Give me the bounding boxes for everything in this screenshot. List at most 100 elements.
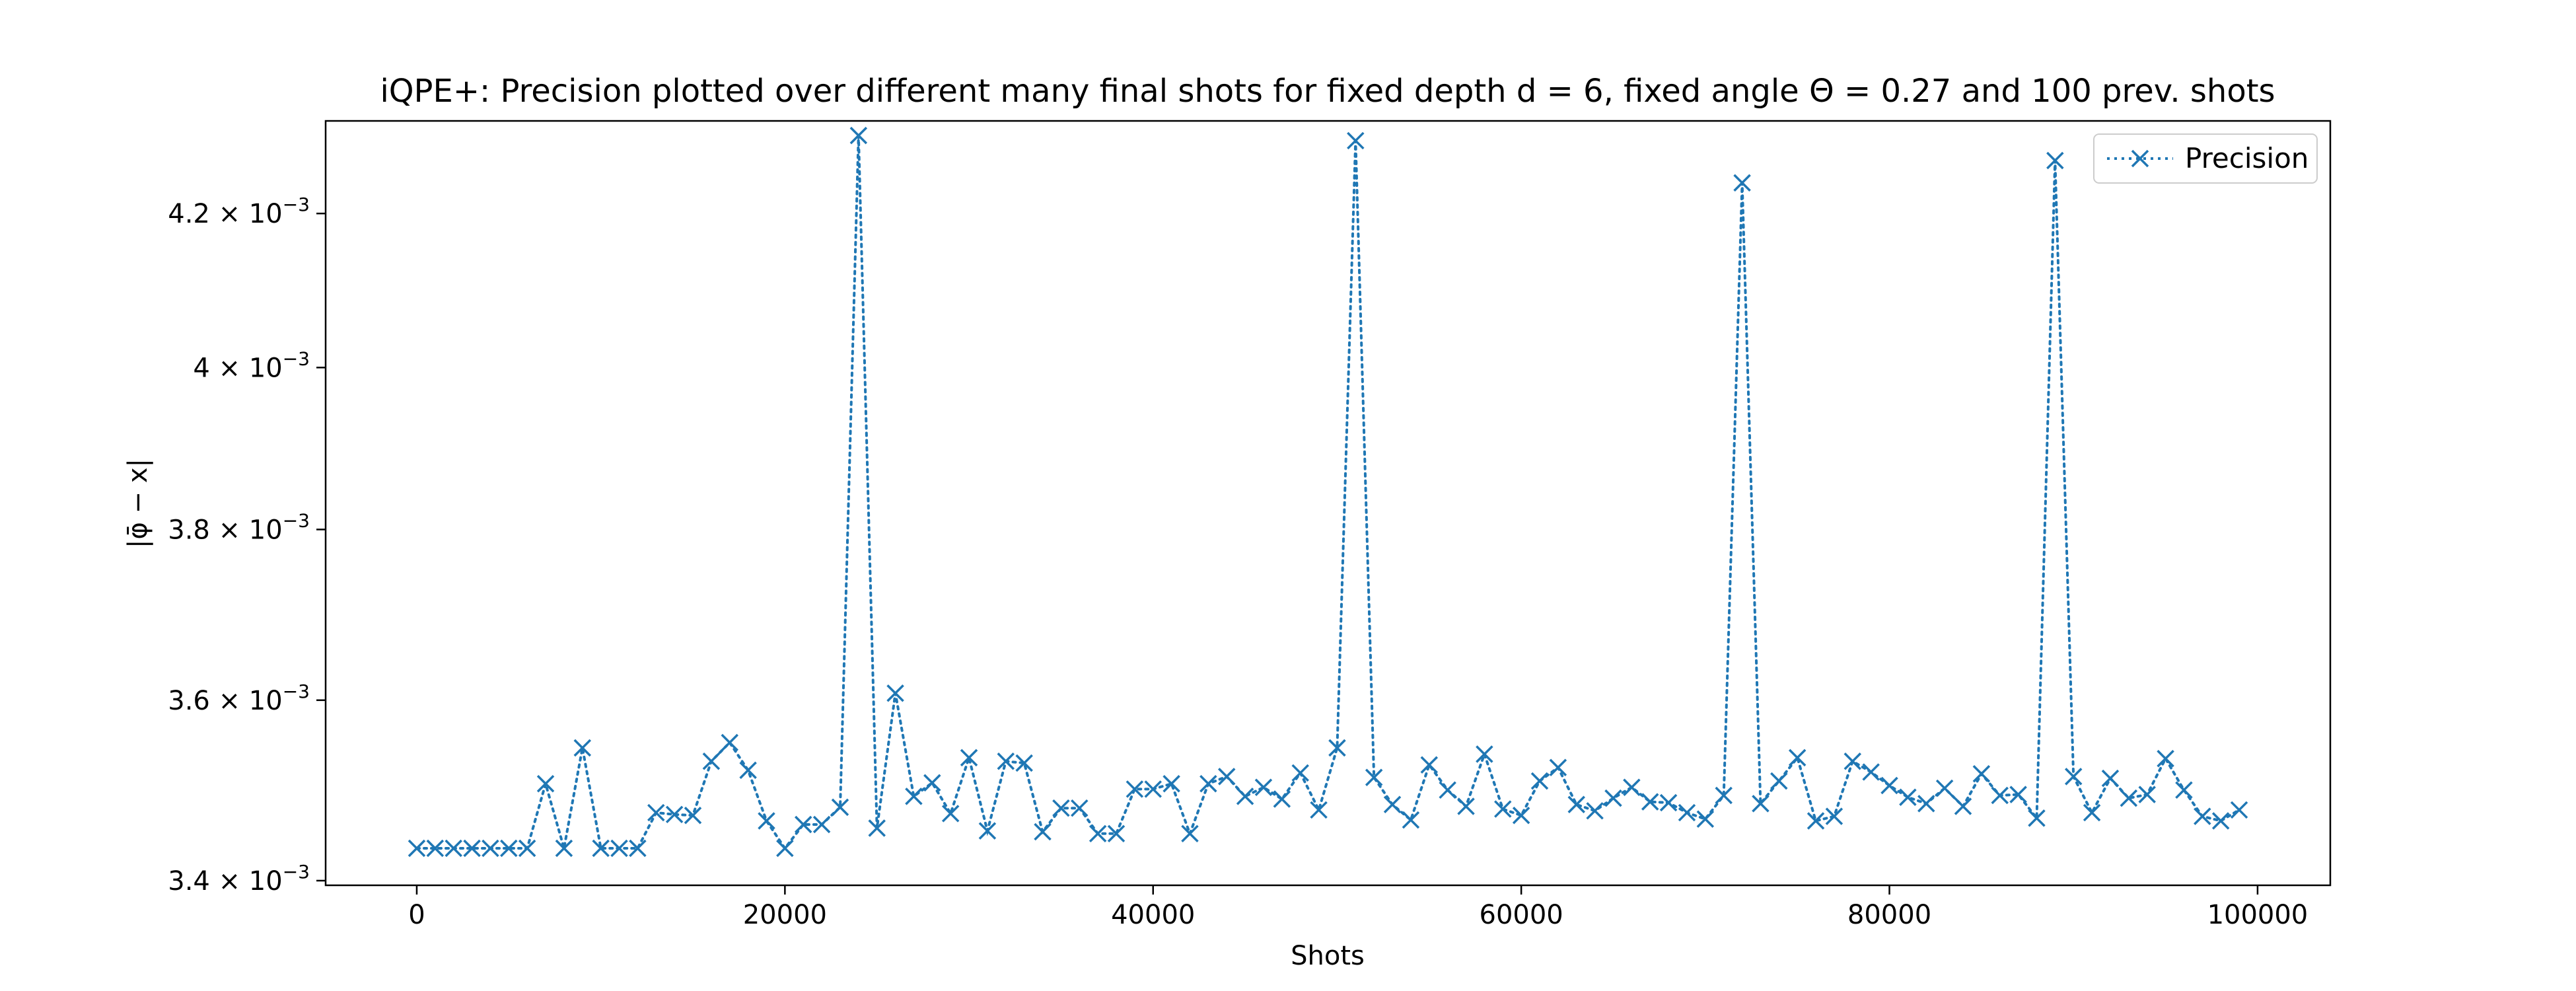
data-point (997, 752, 1015, 770)
x-tick-label: 0 (408, 900, 425, 930)
plot-area (408, 126, 2248, 858)
data-point (2009, 786, 2027, 803)
data-point (1788, 749, 1807, 767)
data-point (1402, 811, 1420, 829)
data-point (1089, 825, 1107, 843)
data-point (923, 774, 941, 792)
data-point (1034, 823, 1052, 841)
data-point (2138, 786, 2156, 803)
data-point (1476, 745, 1493, 763)
y-tick-label: 4 × 10−3 (193, 348, 310, 383)
data-point (1641, 793, 1659, 811)
data-point (2028, 809, 2046, 827)
data-point (1457, 797, 1475, 815)
data-point (1623, 778, 1641, 796)
data-point (2083, 803, 2101, 822)
legend-label: Precision (2185, 142, 2308, 174)
data-point (1512, 806, 1530, 825)
data-point (1217, 768, 1236, 786)
x-tick-label: 40000 (1111, 900, 1195, 930)
data-point (1052, 799, 1070, 817)
data-point (721, 733, 738, 752)
data-point (1126, 780, 1144, 798)
data-point (849, 126, 868, 145)
data-point (2101, 769, 2120, 788)
data-point (1586, 802, 1604, 820)
data-point (702, 752, 721, 770)
data-point (1015, 754, 1033, 772)
data-point (1567, 795, 1585, 813)
data-point (1291, 764, 1309, 782)
y-tick-label: 3.6 × 10−3 (168, 680, 310, 716)
data-point (978, 822, 997, 840)
data-point (1770, 772, 1788, 790)
legend-marker (2131, 149, 2149, 168)
data-point (1347, 131, 1365, 150)
data-point (1733, 174, 1751, 192)
data-point (941, 805, 960, 823)
data-point (1991, 786, 2009, 805)
data-point (1383, 795, 1402, 813)
data-point (592, 839, 610, 858)
data-point (1843, 752, 1862, 770)
x-tick-label: 20000 (743, 900, 827, 930)
data-point (1862, 763, 1880, 781)
data-point (647, 803, 665, 822)
x-axis-label: Shots (1291, 941, 1365, 971)
data-point (2157, 750, 2174, 768)
data-point (1494, 800, 1512, 818)
data-point (665, 805, 684, 824)
data-point (610, 839, 628, 858)
data-point (1954, 797, 1972, 815)
data-point (1972, 765, 1991, 783)
data-point (1365, 768, 1383, 786)
series-line (415, 135, 2240, 851)
data-point (776, 839, 794, 858)
data-point (2230, 801, 2248, 819)
data-point (2211, 812, 2230, 830)
data-point (1678, 803, 1696, 822)
data-point (1199, 775, 1217, 793)
data-point (1273, 790, 1291, 808)
data-point (573, 739, 592, 757)
data-point (1420, 756, 1439, 774)
x-tick-label: 80000 (1847, 900, 1931, 930)
data-point (868, 819, 886, 837)
data-point (426, 839, 445, 858)
data-point (1807, 812, 1825, 830)
legend: Precision (2093, 133, 2318, 184)
data-point (2175, 781, 2193, 799)
data-point (758, 812, 775, 830)
data-point (1825, 807, 1843, 825)
data-point (1880, 776, 1898, 795)
data-point (463, 839, 481, 858)
data-point (1549, 758, 1567, 777)
x-axis: 0 20000 40000 60000 80000 100000 (408, 885, 2308, 930)
data-point (886, 684, 904, 702)
data-point (739, 761, 757, 780)
data-point (500, 839, 518, 858)
data-point (1659, 793, 1678, 812)
data-point (555, 839, 573, 858)
data-point (2120, 789, 2138, 807)
x-tick-label: 60000 (1480, 900, 1563, 930)
data-point (1107, 825, 1126, 843)
data-point (812, 815, 831, 834)
data-point (1181, 825, 1199, 843)
data-point (1254, 778, 1273, 796)
data-point (1899, 788, 1917, 806)
data-point (684, 806, 702, 825)
data-point (794, 815, 812, 834)
data-point (1439, 781, 1456, 799)
x-tick-label: 100000 (2207, 900, 2308, 930)
data-point (2194, 807, 2211, 825)
data-point (1310, 801, 1328, 819)
data-point (1935, 779, 1954, 797)
data-point (1917, 795, 1935, 813)
data-point (1715, 786, 1733, 805)
data-point (536, 775, 555, 793)
data-point (1163, 775, 1180, 793)
y-tick-label: 3.8 × 10−3 (168, 509, 310, 545)
data-point (482, 839, 499, 858)
